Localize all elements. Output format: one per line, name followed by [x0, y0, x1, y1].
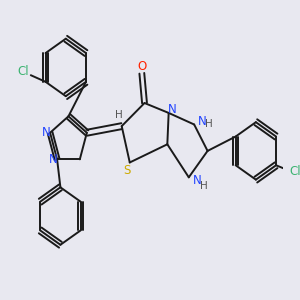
Text: H: H — [115, 110, 123, 120]
Text: N: N — [42, 126, 50, 139]
Text: N: N — [167, 103, 176, 116]
Text: Cl: Cl — [289, 165, 300, 178]
Text: N: N — [198, 115, 207, 128]
Text: O: O — [137, 60, 146, 73]
Text: S: S — [123, 164, 131, 177]
Text: N: N — [193, 174, 201, 187]
Text: Cl: Cl — [17, 65, 28, 78]
Text: N: N — [49, 153, 58, 166]
Text: H: H — [205, 119, 213, 130]
Text: H: H — [200, 181, 207, 190]
